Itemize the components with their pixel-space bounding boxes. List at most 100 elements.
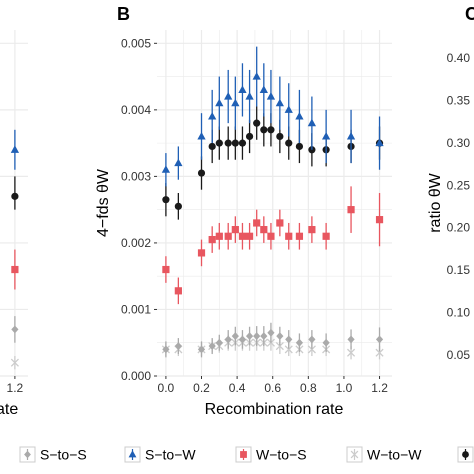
point-total xyxy=(174,202,182,210)
point-s-to-w xyxy=(10,145,20,153)
point-w-to-w xyxy=(275,341,284,351)
x-tick-label: 0.6 xyxy=(264,381,281,395)
legend-key-triangle xyxy=(128,450,137,458)
x-tick-label: 0.0 xyxy=(158,381,175,395)
point-w-to-s xyxy=(276,219,284,227)
panel-a-marks xyxy=(10,129,20,370)
point-s-to-w xyxy=(231,98,240,107)
point-total xyxy=(260,126,268,134)
point-w-to-s xyxy=(267,232,275,240)
panel-a: 1.01.2 ate xyxy=(0,30,28,418)
point-w-to-w xyxy=(284,345,293,354)
point-s-to-w xyxy=(375,138,384,147)
point-s-to-s xyxy=(238,335,247,344)
x-tick-label: 1.2 xyxy=(7,381,24,395)
panel-a-x-ticks: 1.01.2 xyxy=(7,376,24,395)
point-w-to-s xyxy=(238,232,247,240)
point-w-to-s xyxy=(162,265,170,274)
point-s-to-w xyxy=(174,158,183,167)
legend-label: S−to−S xyxy=(40,447,87,463)
legend-key-cross xyxy=(350,450,359,459)
point-s-to-s xyxy=(276,332,284,341)
point-s-to-s xyxy=(11,325,19,334)
point-w-to-w xyxy=(375,348,384,357)
point-s-to-s xyxy=(260,332,268,341)
legend-item-w-to-s: W−to−S xyxy=(235,446,307,463)
point-s-to-w xyxy=(284,105,293,113)
point-total xyxy=(208,142,216,151)
point-total xyxy=(231,139,239,147)
x-tick-label: 0.8 xyxy=(300,381,317,395)
point-w-to-s xyxy=(224,232,232,240)
legend-label: S−to−W xyxy=(145,447,196,463)
point-w-to-s xyxy=(245,232,254,240)
y-tick-label: 0.05 xyxy=(447,348,471,362)
point-w-to-s xyxy=(347,206,355,214)
point-total xyxy=(11,192,19,200)
point-total xyxy=(162,196,170,204)
point-s-to-s xyxy=(375,335,384,344)
point-s-to-s xyxy=(253,332,261,341)
y-tick-label: 0.25 xyxy=(447,178,471,192)
point-w-to-s xyxy=(285,232,293,240)
point-s-to-w xyxy=(307,118,317,127)
y-tick-label: 0.000 xyxy=(121,369,151,383)
panel-c: C 0.05 0.10 0.15 0.20 0.25 0.30 0.35 0.40 ratio… xyxy=(427,4,474,362)
x-tick-label: 0.4 xyxy=(229,381,246,395)
point-total xyxy=(245,132,254,141)
panel-c-y-ticks: 0.05 0.10 0.15 0.20 0.25 0.30 0.35 0.40 xyxy=(447,51,471,362)
panel-b-x-ticks: 0.0 0.2 0.4 0.6 0.8 1.0 1.2 xyxy=(158,376,388,395)
point-s-to-w xyxy=(215,98,224,107)
point-total xyxy=(285,139,293,147)
legend-item-w-to-w: W−to−W xyxy=(346,446,422,463)
legend-item-s-to-w: S−to−W xyxy=(124,446,196,463)
point-total xyxy=(197,169,206,177)
panel-c-letter: C xyxy=(465,4,474,24)
panel-a-x-axis-title: ate xyxy=(0,401,18,418)
point-s-to-w xyxy=(245,92,254,100)
point-s-to-w xyxy=(238,85,247,93)
x-tick-label: 1.2 xyxy=(371,381,388,395)
point-w-to-s xyxy=(308,226,316,234)
legend-key-diamond xyxy=(24,450,31,459)
y-tick-label: 0.35 xyxy=(447,93,471,107)
point-total xyxy=(224,139,232,147)
panel-b-background xyxy=(157,30,392,376)
panel-b-y-ticks: 0.000 0.001 0.002 0.003 0.004 0.005 xyxy=(121,36,157,383)
y-tick-label: 0.40 xyxy=(447,51,471,65)
point-w-to-s xyxy=(231,226,239,234)
legend: S−to−S S−to−W W−to−S W−to−W Total xyxy=(19,446,474,463)
point-s-to-s xyxy=(267,328,275,337)
panel-c-y-axis-title: ratio θW xyxy=(427,172,444,232)
point-s-to-s xyxy=(224,335,232,344)
point-w-to-s xyxy=(260,226,268,234)
point-s-to-w xyxy=(259,85,268,93)
point-s-to-s xyxy=(174,342,182,351)
point-s-to-s xyxy=(285,335,293,344)
point-s-to-s xyxy=(295,338,304,347)
point-s-to-w xyxy=(224,92,233,100)
point-total xyxy=(238,139,247,147)
point-s-to-s xyxy=(308,335,316,344)
point-w-to-s xyxy=(253,219,261,227)
point-s-to-s xyxy=(162,345,170,354)
point-s-to-w xyxy=(266,92,276,100)
point-total xyxy=(267,126,275,134)
y-tick-label: 0.30 xyxy=(447,136,471,150)
legend-item-s-to-s: S−to−S xyxy=(19,446,87,463)
point-s-to-s xyxy=(322,338,330,347)
y-tick-label: 0.002 xyxy=(121,236,151,250)
point-w-to-s xyxy=(174,287,182,295)
point-w-to-s xyxy=(11,265,19,274)
y-tick-label: 0.001 xyxy=(121,302,151,316)
point-w-to-w xyxy=(346,348,356,357)
point-s-to-w xyxy=(321,131,331,140)
point-s-to-w xyxy=(295,112,304,120)
point-s-to-s xyxy=(197,345,206,354)
point-w-to-s xyxy=(375,216,384,224)
point-s-to-w xyxy=(208,112,217,120)
point-total xyxy=(253,119,261,127)
legend-label: W−to−S xyxy=(256,447,307,463)
y-tick-label: 0.004 xyxy=(121,103,151,117)
